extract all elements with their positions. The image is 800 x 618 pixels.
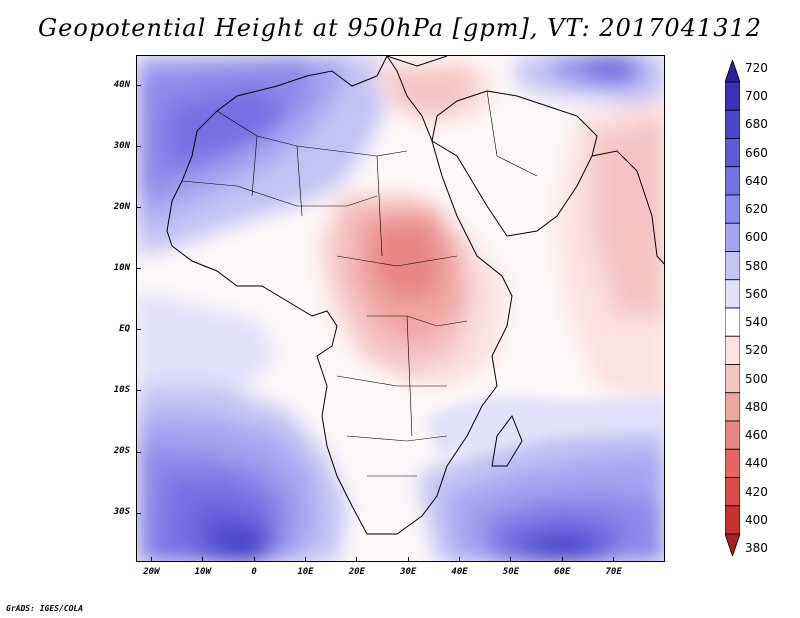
colorbar-label: 440 <box>745 456 768 471</box>
lon-tick-label: 30E <box>400 567 417 577</box>
lat-tick-mark <box>136 146 141 148</box>
lat-tick-mark <box>136 512 141 514</box>
lon-tick-mark <box>304 557 306 562</box>
colorbar-swatch <box>724 364 741 394</box>
lat-tick-label: 30S <box>113 507 130 518</box>
colorbar-label: 480 <box>745 399 768 414</box>
ocean-band <box>427 396 664 456</box>
lat-tick-label: 10S <box>113 384 130 395</box>
country-borders <box>181 90 538 477</box>
colorbar-swatch <box>724 505 741 535</box>
colorbar-swatch <box>724 81 741 111</box>
lon-tick-mark <box>253 557 255 562</box>
colorbar-label: 720 <box>745 60 768 75</box>
colorbar-label: 460 <box>745 428 768 443</box>
colorbar-label: 540 <box>745 315 768 330</box>
border-line <box>216 110 408 157</box>
border-line <box>336 375 447 387</box>
lat-tick-mark <box>136 268 141 270</box>
border-line <box>486 90 538 177</box>
arabia-coastline <box>431 90 598 237</box>
border-line <box>376 155 383 257</box>
lon-tick-mark <box>150 557 152 562</box>
africa-coastline <box>166 56 513 535</box>
colorbar-label: 520 <box>745 343 768 358</box>
map-title: Geopotential Height at 950hPa [gpm], VT:… <box>38 14 762 42</box>
colorbar-top-arrow <box>724 58 741 83</box>
colorbar-label: 600 <box>745 230 768 245</box>
lon-tick-label: 40E <box>451 567 468 577</box>
border-line <box>346 435 448 442</box>
lon-tick-label: 20E <box>348 567 365 577</box>
height-contours <box>137 56 664 561</box>
lat-tick-label: 30N <box>113 140 130 151</box>
lat-tick-mark <box>136 451 141 453</box>
colorbar-swatch <box>724 279 741 309</box>
border-line <box>296 145 303 217</box>
lat-tick-label: 40N <box>113 79 130 90</box>
border-line <box>406 315 413 437</box>
lat-tick-mark <box>136 390 141 392</box>
lon-tick-label: 10W <box>194 567 211 577</box>
india-coastline <box>591 150 664 265</box>
colorbar-swatch <box>724 109 741 139</box>
lon-tick-mark <box>356 557 358 562</box>
border-line <box>367 315 468 327</box>
lon-tick-label: 50E <box>502 567 520 577</box>
madagascar-coast <box>491 414 523 467</box>
lon-tick-mark <box>407 557 409 562</box>
colorbar-swatch <box>724 194 741 224</box>
border-line <box>181 180 378 207</box>
border-line <box>336 255 458 267</box>
colorbar-label: 680 <box>745 117 768 132</box>
lon-tick-label: 0 <box>251 567 257 577</box>
lat-tick-mark <box>136 85 141 87</box>
colorbar-swatch <box>724 392 741 422</box>
lat-tick-label: 20N <box>113 201 130 212</box>
lon-tick-label: 60E <box>554 567 571 577</box>
border-line <box>251 135 258 197</box>
coastlines <box>166 56 664 535</box>
lon-tick-label: 70E <box>605 567 622 577</box>
lon-tick-label: 10E <box>297 567 314 577</box>
lat-tick-label: EQ <box>119 323 130 334</box>
colorbar-svg <box>724 58 741 558</box>
colorbar-swatch <box>724 166 741 196</box>
colorbar-swatch <box>724 420 741 450</box>
map-plot-area <box>136 55 665 562</box>
colorbar-swatch <box>724 307 741 337</box>
colorbar-swatch <box>724 222 741 252</box>
colorbar-label: 700 <box>745 89 768 104</box>
colorbar-bottom-arrow <box>724 533 741 558</box>
colorbar-label: 420 <box>745 484 768 499</box>
lat-tick-mark <box>136 207 141 209</box>
lat-tick-label: 20S <box>113 446 130 457</box>
colorbar-swatch <box>724 138 741 168</box>
colorbar-label: 380 <box>745 541 768 556</box>
lon-tick-mark <box>561 557 563 562</box>
lon-tick-mark <box>459 557 461 562</box>
colorbar <box>724 58 741 558</box>
grads-credit: GrADS: IGES/COLA <box>6 604 84 613</box>
colorbar-label: 500 <box>745 371 768 386</box>
colorbar-swatch <box>724 251 741 281</box>
colorbar-label: 620 <box>745 202 768 217</box>
colorbar-swatch <box>724 477 741 507</box>
mediterranean-coast <box>386 56 448 67</box>
colorbar-label: 640 <box>745 173 768 188</box>
lon-tick-mark <box>510 557 512 562</box>
colorbar-swatch <box>724 335 741 365</box>
colorbar-label: 400 <box>745 512 768 527</box>
lon-tick-mark <box>613 557 615 562</box>
geopotential-field-map <box>137 56 664 561</box>
colorbar-label: 580 <box>745 258 768 273</box>
colorbar-label: 660 <box>745 145 768 160</box>
lon-tick-mark <box>202 557 204 562</box>
colorbar-label: 560 <box>745 286 768 301</box>
lat-tick-mark <box>136 329 141 331</box>
colorbar-swatch <box>724 448 741 478</box>
lat-tick-label: 10N <box>113 262 130 273</box>
lon-tick-label: 20W <box>143 567 160 577</box>
